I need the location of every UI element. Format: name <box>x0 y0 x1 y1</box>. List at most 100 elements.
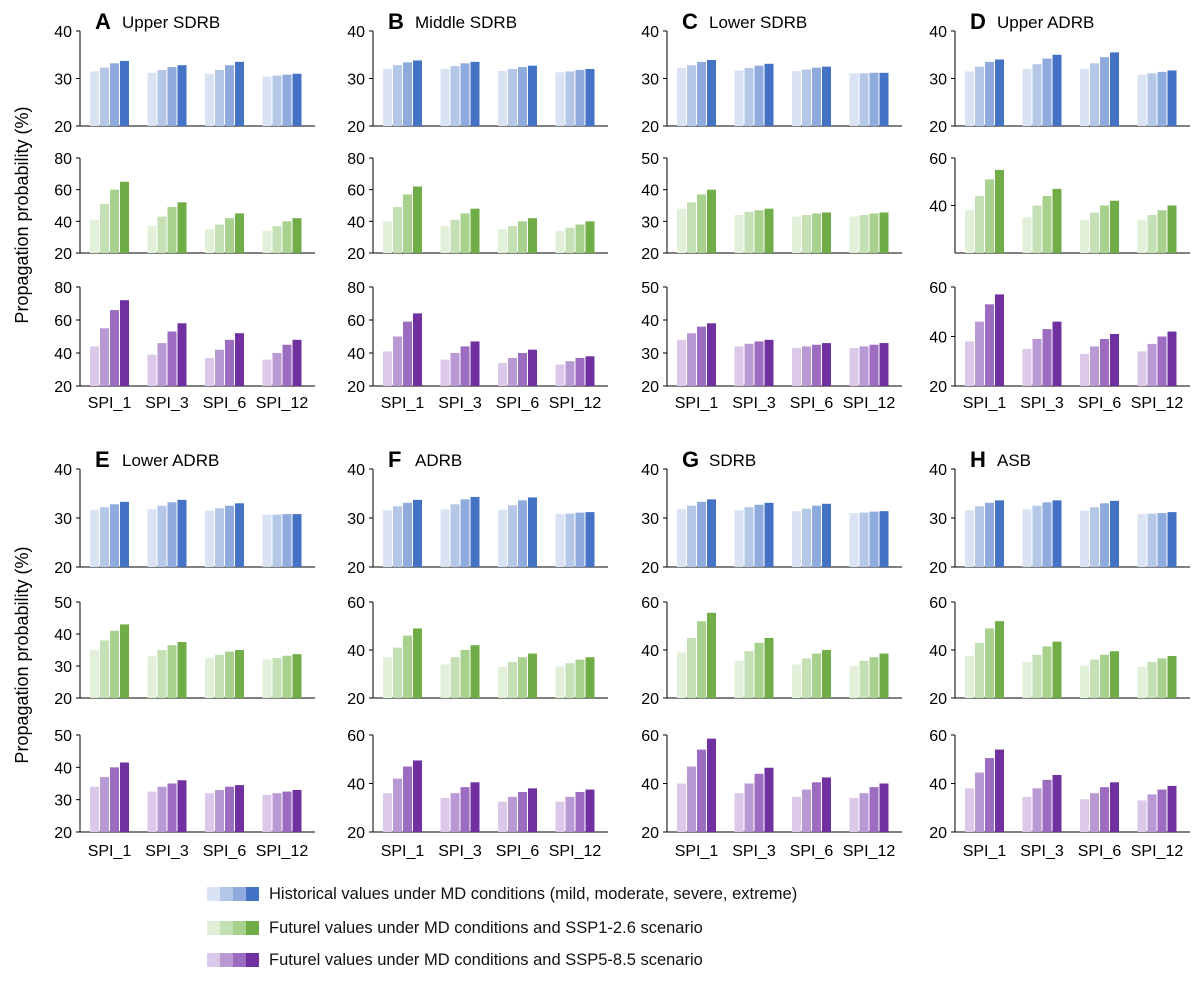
panel-a-ssp126-bar-spi1-4 <box>120 181 129 253</box>
panel-c-historical-bar-spi1-1 <box>677 68 686 126</box>
panel-d-historical-bar-spi1-4 <box>995 59 1004 126</box>
panel-a-ssp126-bar-spi6-3 <box>225 218 234 253</box>
panel-h-ssp126-ytick-label-20: 20 <box>929 691 947 708</box>
panel-e-ssp585-ytick-label-20: 20 <box>54 825 72 842</box>
panel-h-category-label-spi12: SPI_12 <box>1131 843 1184 860</box>
panel-e-ssp126-bar-spi1-1 <box>90 650 99 698</box>
panel-b-historical-bar-spi6-1 <box>498 70 507 126</box>
panel-c-ssp585-bar-spi12-4 <box>879 343 889 386</box>
panel-h-historical-bar-spi3-4 <box>1052 500 1062 567</box>
panel-g-historical-bar-spi6-1 <box>792 511 801 567</box>
panel-g-ssp585-bar-spi3-4 <box>764 767 774 832</box>
panel-e-ssp126-bar-spi12-3 <box>282 655 292 698</box>
panel-h-historical-bar-spi12-1 <box>1137 514 1147 567</box>
panel-a-historical-bar-spi12-2 <box>272 75 282 126</box>
panel-e-ssp585-bar-spi1-3 <box>110 767 119 832</box>
panel-a-ssp585-bar-spi1-1 <box>90 346 99 386</box>
panel-d-historical-bar-spi12-4 <box>1167 70 1177 126</box>
panel-d-historical-bar-spi1-1 <box>965 71 974 126</box>
panel-c-ssp585-ytick-label-20: 20 <box>641 379 659 396</box>
panel-a-historical-bar-spi6-2 <box>215 69 224 126</box>
panel-b-ssp585-ytick-label-20: 20 <box>347 379 365 396</box>
panel-a-ssp126-bar-spi12-1 <box>262 230 272 253</box>
panel-h-ssp585-bar-spi6-4 <box>1110 782 1119 832</box>
panel-g-historical-bar-spi12-3 <box>869 511 879 567</box>
panel-a-ssp126-bar-spi3-1 <box>147 226 157 253</box>
legend-swatches-ssp585 <box>207 953 259 967</box>
panel-b-ssp585-bar-spi12-2 <box>565 361 575 386</box>
panel-a-historical-bar-spi6-3 <box>225 65 234 126</box>
panel-g-historical-bar-spi6-3 <box>812 505 821 567</box>
panel-e-ssp585-bar-spi3-2 <box>157 786 167 832</box>
panel-c-ssp126-bar-spi12-3 <box>869 213 879 253</box>
panel-d-ssp585-bar-spi3-1 <box>1022 348 1032 386</box>
panel-e-historical-bar-spi12-1 <box>262 514 272 567</box>
panel-h-ssp126-ytick-label-60: 60 <box>929 595 947 612</box>
panel-c-ssp126-bar-spi3-1 <box>734 215 744 253</box>
panel-g-ssp126-bar-spi1-2 <box>687 638 696 698</box>
panel-c-historical-bar-spi3-1 <box>734 70 744 126</box>
legend-swatch-ssp126-mild <box>207 921 220 935</box>
panel-d-ssp126-bar-spi6-2 <box>1090 212 1099 253</box>
panel-b-ssp585-bar-spi3-4 <box>470 341 480 386</box>
panel-a-ssp126-bar-spi3-2 <box>157 216 167 253</box>
panel-b-ssp585-ytick-label-60: 60 <box>347 313 365 330</box>
panel-f-ssp126-bar-spi6-3 <box>518 657 527 698</box>
panel-f-ssp126-bar-spi3-3 <box>460 650 470 698</box>
panel-d-historical-bar-spi6-4 <box>1110 52 1119 126</box>
panel-d-ssp585-ytick-label-60: 60 <box>929 280 947 297</box>
panel-h-ssp126-bar-spi12-2 <box>1147 662 1157 698</box>
panel-h-historical-bar-spi1-4 <box>995 500 1004 567</box>
panel-a-ssp585-bar-spi6-2 <box>215 349 224 386</box>
panel-e-ssp126-bar-spi1-2 <box>100 640 109 698</box>
panel-h-ssp585-bar-spi12-1 <box>1137 800 1147 832</box>
panel-f-historical-bar-spi3-3 <box>460 499 470 567</box>
panel-g-ssp585-bar-spi6-1 <box>792 796 801 832</box>
panel-d-historical-bar-spi3-2 <box>1032 64 1042 126</box>
panel-e-ssp126-bar-spi3-1 <box>147 656 157 698</box>
panel-f-ssp126-ytick-label-60: 60 <box>347 595 365 612</box>
panel-h-ssp585-ytick-label-60: 60 <box>929 728 947 745</box>
panel-e-historical-bar-spi1-3 <box>110 504 119 567</box>
panel-f-ssp126-bar-spi1-1 <box>383 657 392 698</box>
panel-a-ssp126-bar-spi12-4 <box>292 218 302 253</box>
panel-c-ssp585-bar-spi12-1 <box>849 348 859 386</box>
panel-g-ssp585-bar-spi6-4 <box>822 777 831 832</box>
panel-d-ssp126-ytick-label-40: 40 <box>929 199 947 216</box>
panel-d-title: Upper ADRB <box>997 13 1094 32</box>
panel-d-ssp585-bar-spi3-2 <box>1032 338 1042 386</box>
panel-c-historical-bar-spi12-2 <box>859 73 869 126</box>
panel-a-historical-bar-spi6-1 <box>205 73 214 126</box>
panel-g-ssp126-ytick-label-40: 40 <box>641 643 659 660</box>
panel-b-historical-bar-spi1-3 <box>403 62 412 126</box>
legend-swatch-historical-moderate <box>220 887 233 901</box>
panel-h-letter: H <box>970 447 986 472</box>
panel-h-ssp585-bar-spi1-3 <box>985 758 994 832</box>
panel-b-historical-bar-spi12-2 <box>565 71 575 126</box>
panel-g-ssp585-bar-spi12-4 <box>879 783 889 832</box>
panel-h-category-label-spi3: SPI_3 <box>1020 843 1064 860</box>
panel-d-ssp126-bar-spi12-1 <box>1137 219 1147 253</box>
panel-g-historical-bar-spi3-4 <box>764 502 774 567</box>
panel-a-historical-ytick-label-20: 20 <box>54 119 72 136</box>
panel-h-ssp585-bar-spi3-1 <box>1022 796 1032 832</box>
panel-f-ssp585-bar-spi12-3 <box>575 791 585 832</box>
panel-h-ssp585-bar-spi12-2 <box>1147 794 1157 832</box>
panel-b-ssp585-bar-spi3-2 <box>450 353 460 386</box>
panel-h-ssp585-bar-spi6-3 <box>1100 787 1109 832</box>
panel-f-ssp126-bar-spi1-4 <box>413 628 422 698</box>
panel-b-historical-ytick-label-30: 30 <box>347 72 365 89</box>
panel-e-ssp126-ytick-label-30: 30 <box>54 659 72 676</box>
panel-h-ssp126-ytick-label-40: 40 <box>929 643 947 660</box>
panel-b-historical-bar-spi1-4 <box>413 60 422 127</box>
panel-g-category-label-spi3: SPI_3 <box>732 843 776 860</box>
panel-b-ssp126-bar-spi1-1 <box>383 221 392 253</box>
panel-d-ssp585-bar-spi6-1 <box>1080 353 1089 386</box>
panel-f-ssp585-bar-spi1-1 <box>383 793 392 832</box>
panel-b-ssp585-ytick-label-40: 40 <box>347 346 365 363</box>
panel-e-historical-bar-spi3-4 <box>177 499 187 567</box>
panel-c-historical-bar-spi1-4 <box>707 59 716 126</box>
panel-f-category-label-spi12: SPI_12 <box>549 843 602 860</box>
panel-d-historical-ytick-label-30: 30 <box>929 72 947 89</box>
